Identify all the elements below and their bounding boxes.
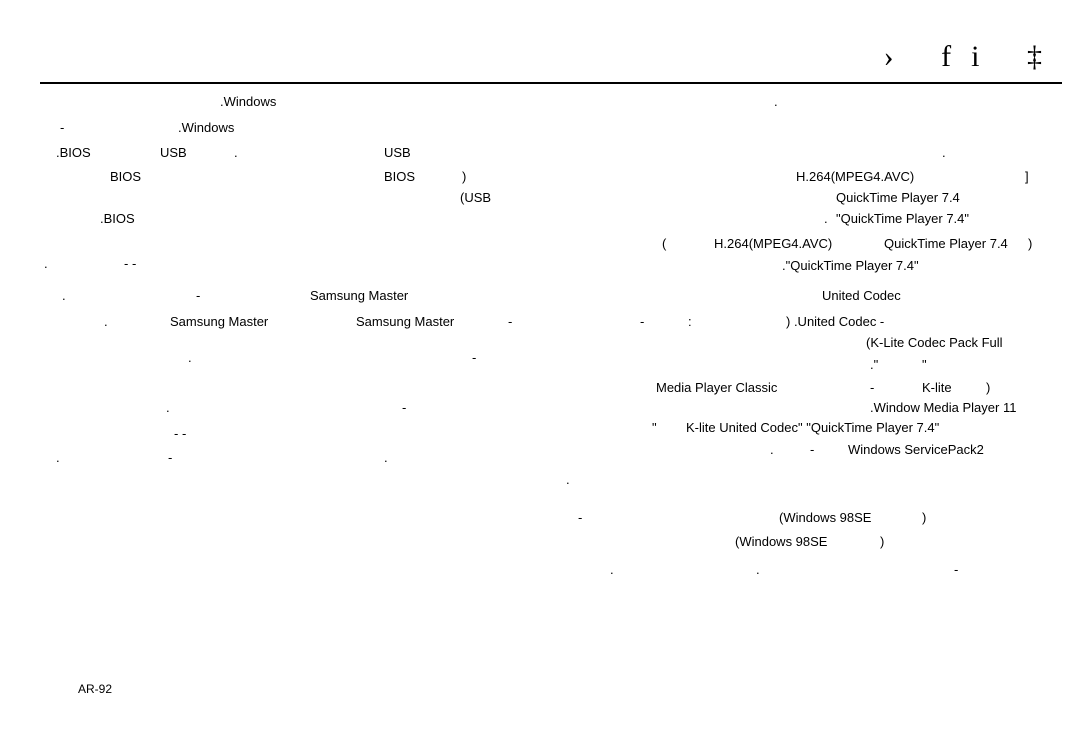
body-text: - [402,400,406,416]
body-text: "QuickTime Player 7.4" [836,211,969,227]
body-text: . [56,450,60,466]
body-text: - [196,288,200,304]
body-text: ." [870,357,878,373]
body-text: USB [384,145,411,161]
body-text: USB [160,145,187,161]
body-text: .BIOS [100,211,135,227]
body-text: ] [1025,169,1029,185]
page-number: AR-92 [78,682,112,696]
body-text: Samsung Master [356,314,454,330]
body-text: ( [662,236,666,252]
body-text: . [942,145,946,161]
body-text: H.264(MPEG4.AVC) [714,236,832,252]
body-text: Samsung Master [310,288,408,304]
body-text: .Window Media Player 11 [870,400,1016,416]
body-text: . [824,211,828,227]
body-text: - [472,350,476,366]
body-text: H.264(MPEG4.AVC) [796,169,914,185]
body-text: . [234,145,238,161]
body-text: K-lite [922,380,952,396]
body-text: .Windows [220,94,276,110]
body-text: ) [462,169,466,185]
body-text: - - [124,256,136,272]
body-text: ) [1028,236,1032,252]
body-text: United Codec [822,288,901,304]
body-text: - - [174,426,186,442]
body-text: (Windows 98SE [735,534,827,550]
body-text: - [954,562,958,578]
body-text: Media Player Classic [656,380,777,396]
body-text: - [640,314,644,330]
body-text: . [756,562,760,578]
body-text: .Windows [178,120,234,136]
header-symbols: › fi ‡ [882,40,1062,74]
body-text: (K-Lite Codec Pack Full [866,335,1003,351]
body-text: - [168,450,172,466]
body-text: Samsung Master [170,314,268,330]
body-text: BIOS [384,169,415,185]
body-text: . [44,256,48,272]
body-text: . [384,450,388,466]
body-text: " [652,420,657,436]
body-text: ) [986,380,990,396]
body-text: QuickTime Player 7.4 [836,190,960,206]
body-text: QuickTime Player 7.4 [884,236,1008,252]
body-text: - [870,380,874,396]
body-text: : [688,314,692,330]
body-text: (Windows 98SE [779,510,871,526]
body-text: . [566,472,570,488]
body-text: - [508,314,512,330]
body-text: . [610,562,614,578]
header-rule [40,82,1062,84]
body-text: BIOS [110,169,141,185]
body-text: " [922,357,927,373]
body-text: ) .United Codec - [786,314,884,330]
body-text: - [578,510,582,526]
body-text: (USB [460,190,491,206]
body-text: . [770,442,774,458]
body-text: . [166,400,170,416]
body-text: - [60,120,64,136]
body-text: Windows ServicePack2 [848,442,984,458]
body-text: - [810,442,814,458]
document-page: { "header": { "symbols": "› fi ‡" }, "le… [0,0,1080,746]
body-text: ) [922,510,926,526]
body-text: . [188,350,192,366]
body-text: .BIOS [56,145,91,161]
body-text: K-lite United Codec" "QuickTime Player 7… [686,420,939,436]
body-text: . [62,288,66,304]
body-text: . [104,314,108,330]
body-text: ."QuickTime Player 7.4" [782,258,919,274]
body-text: . [774,94,778,110]
body-text: ) [880,534,884,550]
